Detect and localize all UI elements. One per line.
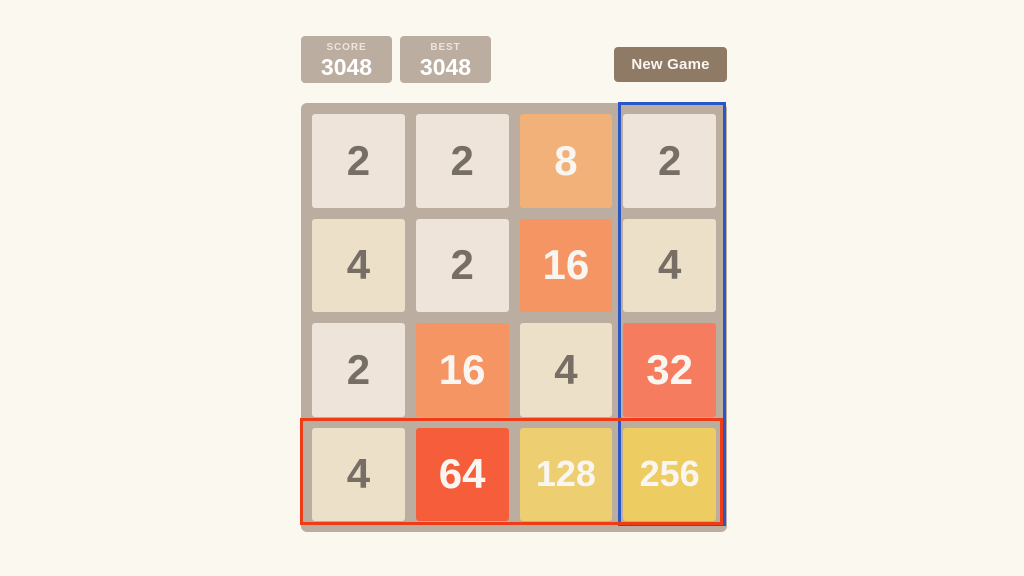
best-score-label: BEST	[430, 42, 461, 53]
tile-16: 16	[415, 323, 509, 417]
score-group: SCORE 3048 BEST 3048	[301, 36, 491, 83]
new-game-button[interactable]: New Game	[614, 47, 727, 82]
tile-4: 4	[519, 323, 613, 417]
grid-rows: 2 2 8 2 4 2 16 4 2 16 4 32 4 64 128 256	[312, 114, 716, 521]
tile-2: 2	[623, 114, 716, 208]
tile-4: 4	[623, 218, 716, 312]
score-box: SCORE 3048	[301, 36, 392, 83]
tile-64: 64	[415, 427, 509, 521]
tile-32: 32	[623, 323, 716, 417]
tile-128: 128	[519, 427, 613, 521]
tile-8: 8	[519, 114, 613, 208]
tile-4: 4	[312, 427, 405, 521]
grid-row: 2 16 4 32	[312, 323, 716, 417]
tile-2: 2	[415, 218, 509, 312]
tile-4: 4	[312, 218, 405, 312]
best-score-box: BEST 3048	[400, 36, 491, 83]
tile-2: 2	[312, 323, 405, 417]
grid-row: 4 2 16 4	[312, 218, 716, 312]
tile-2: 2	[415, 114, 509, 208]
game-app: SCORE 3048 BEST 3048 New Game 2 2 8 2 4 2 16 4 2…	[301, 36, 727, 532]
tile-16: 16	[519, 218, 613, 312]
grid-row: 4 64 128 256	[312, 427, 716, 521]
tile-2: 2	[312, 114, 405, 208]
best-score-value: 3048	[419, 54, 472, 80]
tile-256: 256	[623, 427, 716, 521]
game-board[interactable]: 2 2 8 2 4 2 16 4 2 16 4 32 4 64 128 256	[301, 103, 727, 532]
game-header: SCORE 3048 BEST 3048 New Game	[301, 36, 727, 88]
score-label: SCORE	[326, 42, 367, 53]
score-value: 3048	[320, 54, 373, 80]
